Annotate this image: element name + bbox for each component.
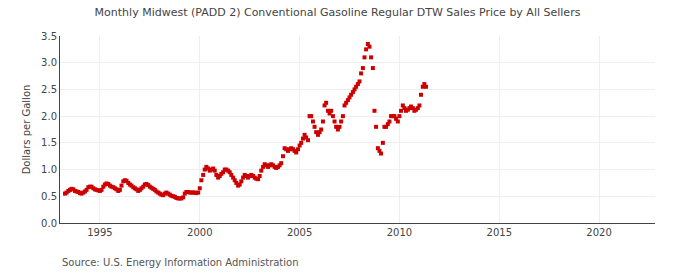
svg-text:Source: U.S. Energy Informatio: Source: U.S. Energy Information Administ… [62, 257, 299, 268]
svg-text:1995: 1995 [87, 227, 112, 238]
svg-text:3.5: 3.5 [41, 31, 57, 42]
svg-text:1.0: 1.0 [41, 164, 57, 175]
svg-text:2.5: 2.5 [41, 84, 57, 95]
svg-text:2015: 2015 [487, 227, 512, 238]
svg-text:0.0: 0.0 [41, 218, 57, 229]
svg-text:1.5: 1.5 [41, 137, 57, 148]
svg-text:Monthly Midwest (PADD 2) Conve: Monthly Midwest (PADD 2) Conventional Ga… [95, 6, 581, 19]
svg-text:2000: 2000 [187, 227, 212, 238]
svg-text:2.0: 2.0 [41, 111, 57, 122]
svg-text:Dollars per Gallon: Dollars per Gallon [21, 85, 32, 175]
svg-text:0.5: 0.5 [41, 191, 57, 202]
svg-text:2020: 2020 [586, 227, 611, 238]
svg-text:2005: 2005 [287, 227, 312, 238]
svg-text:2010: 2010 [387, 227, 412, 238]
svg-text:3.0: 3.0 [41, 57, 57, 68]
